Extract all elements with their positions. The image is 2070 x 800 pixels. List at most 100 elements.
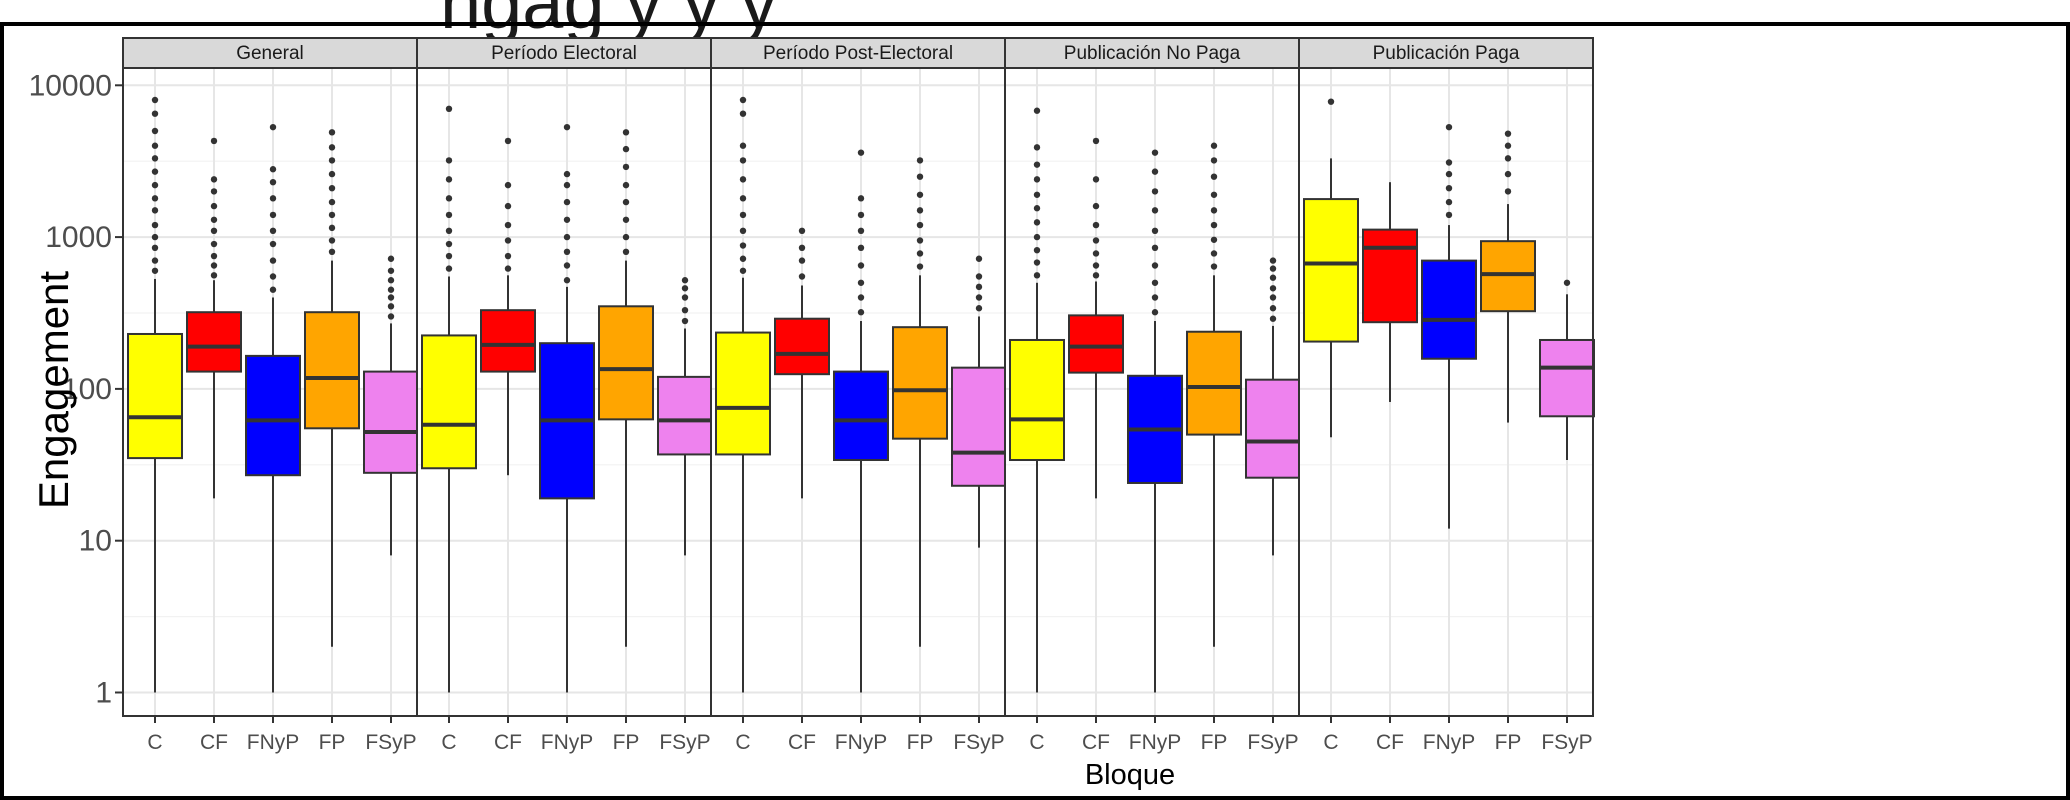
outlier-point — [1210, 250, 1218, 257]
outlier-point — [857, 262, 865, 269]
facet-panel: Publicación No Paga C CF FNyP FP FSyP — [1004, 37, 1301, 754]
box-fnyp — [245, 123, 301, 693]
outlier-point — [1033, 219, 1041, 226]
y-axis-label: Engagement — [30, 271, 77, 510]
outlier-point — [504, 137, 512, 145]
outlier-point — [1269, 274, 1277, 281]
outlier-point — [210, 227, 218, 235]
outlier-point — [328, 157, 336, 164]
outlier-point — [1092, 237, 1100, 244]
outlier-point — [328, 129, 336, 136]
outlier-point — [1210, 263, 1218, 270]
outlier-point — [328, 211, 336, 219]
outlier-point — [445, 240, 453, 248]
outlier-point — [1151, 207, 1159, 214]
outlier-point — [975, 305, 983, 312]
outlier-point — [151, 168, 159, 175]
facet-panel: Período Electoral C CF FNyP FP FSyP — [416, 37, 713, 754]
box-iqr — [774, 317, 830, 376]
box-c — [127, 96, 183, 693]
box-iqr — [1421, 259, 1477, 360]
outlier-point — [739, 110, 747, 117]
facet-strip-label: Período Post-Electoral — [763, 43, 953, 64]
outlier-point — [739, 142, 747, 149]
outlier-point — [328, 248, 336, 256]
x-tick-label: FNyP — [1129, 731, 1182, 754]
x-tick-label: FNyP — [835, 731, 888, 754]
x-tick-label: CF — [1376, 731, 1404, 754]
box-iqr — [186, 311, 242, 373]
outlier-point — [622, 129, 630, 136]
outlier-point — [1033, 205, 1041, 212]
outlier-point — [210, 137, 218, 145]
outlier-point — [563, 181, 571, 189]
box-iqr — [480, 309, 536, 373]
outlier-point — [504, 265, 512, 272]
x-tick-label: FP — [1495, 731, 1522, 754]
outlier-point — [975, 283, 983, 291]
outlier-point — [739, 195, 747, 202]
outlier-point — [269, 123, 277, 131]
outlier-point — [622, 145, 630, 153]
outlier-point — [739, 227, 747, 235]
box-iqr — [1068, 314, 1124, 374]
box-c — [421, 105, 477, 693]
outlier-point — [1092, 250, 1100, 257]
outlier-point — [916, 157, 924, 164]
x-tick-label: FP — [1201, 731, 1228, 754]
outlier-point — [739, 255, 747, 262]
outlier-point — [151, 181, 159, 189]
outlier-point — [1445, 184, 1453, 192]
outlier-point — [1033, 233, 1041, 241]
outlier-point — [1151, 227, 1159, 235]
box-iqr — [833, 370, 889, 462]
outlier-point — [798, 257, 806, 264]
outlier-point — [739, 242, 747, 249]
outlier-point — [504, 221, 512, 229]
outlier-point — [1151, 244, 1159, 252]
x-tick-label: CF — [494, 731, 522, 754]
outlier-point — [328, 224, 336, 232]
outlier-point — [1033, 246, 1041, 254]
outlier-point — [269, 273, 277, 280]
outlier-point — [504, 202, 512, 210]
outlier-point — [328, 198, 336, 206]
outlier-point — [1092, 221, 1100, 229]
outlier-point — [739, 267, 747, 274]
box-iqr — [127, 332, 183, 460]
x-tick-label: FNyP — [247, 731, 300, 754]
outlier-point — [1210, 236, 1218, 243]
outlier-point — [151, 155, 159, 162]
outlier-point — [210, 176, 218, 183]
x-tick-label: CF — [1082, 731, 1110, 754]
facet-strip — [710, 37, 1006, 69]
outlier-point — [445, 227, 453, 235]
x-axis-label: Bloque — [1085, 759, 1175, 791]
outlier-point — [269, 257, 277, 264]
outlier-point — [1445, 211, 1453, 219]
box-fsyp — [363, 255, 419, 556]
outlier-point — [210, 252, 218, 260]
outlier-point — [622, 216, 630, 223]
box-iqr — [421, 334, 477, 470]
outlier-point — [739, 176, 747, 183]
outlier-point — [1092, 272, 1100, 279]
outlier-point — [857, 309, 865, 316]
outlier-point — [1504, 130, 1512, 137]
outlier-point — [798, 273, 806, 280]
outlier-point — [1092, 202, 1100, 210]
outlier-point — [1445, 198, 1453, 206]
x-tick-label: FP — [613, 731, 640, 754]
outlier-point — [151, 244, 159, 252]
outlier-point — [210, 188, 218, 195]
box-fnyp — [1421, 123, 1477, 529]
facet-panel: Publicación Paga C CF FNyP FP FSyP — [1298, 37, 1595, 754]
outlier-point — [857, 195, 865, 202]
outlier-point — [387, 286, 395, 293]
box-iqr — [1303, 198, 1359, 343]
outlier-point — [1151, 294, 1159, 301]
outlier-point — [1210, 191, 1218, 198]
facet-strip-label: Período Electoral — [491, 43, 637, 64]
outlier-point — [210, 216, 218, 223]
outlier-point — [1033, 176, 1041, 183]
